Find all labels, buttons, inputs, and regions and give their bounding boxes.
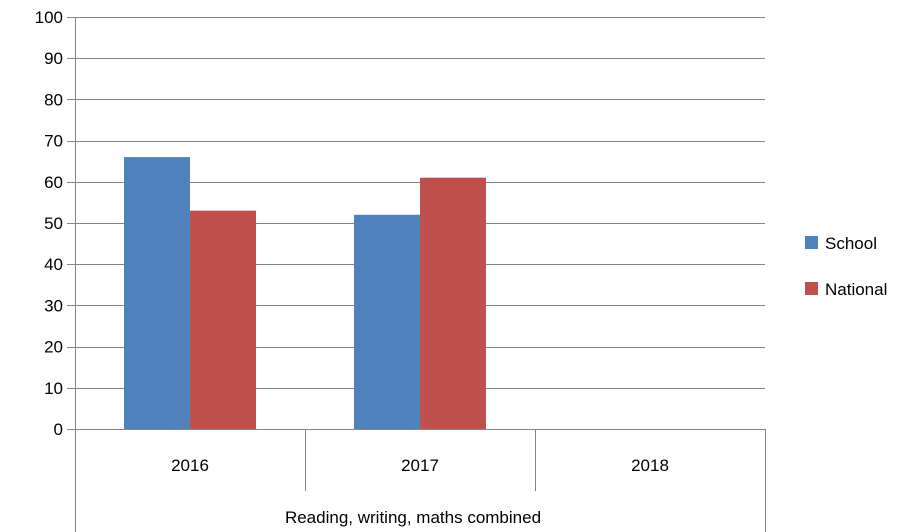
y-tick-label: 10 [44,379,63,398]
y-tick-label: 70 [44,132,63,151]
legend-label-national: National [825,280,887,299]
y-tick-label: 100 [35,8,63,27]
y-tick-label: 0 [54,420,63,439]
legend-swatch-school [805,236,818,249]
y-tick-label: 20 [44,338,63,357]
bar-school-2017 [354,214,420,429]
bar-school-2016 [124,157,190,429]
y-tick-label: 50 [44,214,63,233]
bars [124,157,486,429]
legend-label-school: School [825,234,877,253]
y-tick-label: 80 [44,90,63,109]
y-tick-label: 90 [44,49,63,68]
y-tick-label: 30 [44,296,63,315]
legend-swatch-national [805,282,818,295]
x-group-label: Reading, writing, maths combined [285,508,541,527]
bar-national-2016 [190,210,256,429]
x-category-label: 2017 [401,456,439,475]
legend: School National [805,234,887,299]
x-category-label: 2016 [171,456,209,475]
axes: 0 10 20 30 40 50 60 70 80 90 100 2016 2017 2018 Readin… [35,8,766,532]
bar-national-2017 [420,177,486,429]
x-category-label: 2018 [631,456,669,475]
y-tick-label: 60 [44,173,63,192]
y-tick-label: 40 [44,255,63,274]
